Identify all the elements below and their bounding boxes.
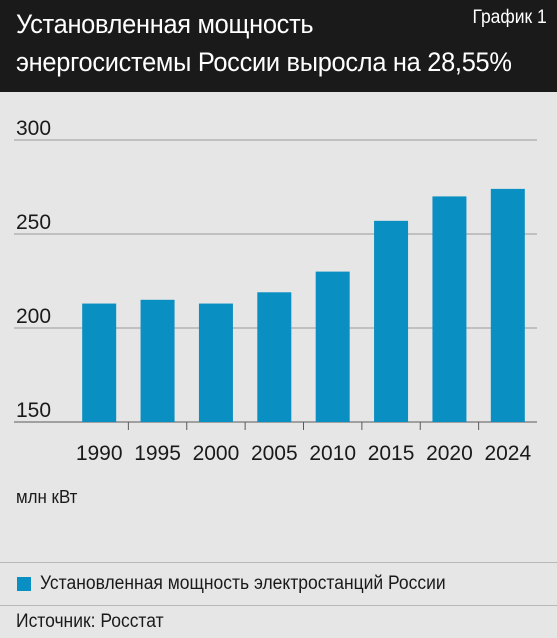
x-tick-label: 1990	[76, 442, 123, 465]
bar-2005	[257, 292, 292, 422]
bar-chart: 150 200 250 300 1990 1995 2000 2005 2010 2015 2020…	[14, 117, 537, 465]
y-tick-label: 250	[16, 211, 51, 234]
legend-swatch	[17, 577, 31, 591]
y-tick-label: 300	[16, 117, 51, 140]
x-tick-label: 2020	[426, 442, 473, 465]
x-tick-label: 2024	[484, 442, 531, 465]
legend: Установленная мощность электростанций Ро…	[0, 562, 557, 606]
x-tick-label: 2015	[368, 442, 415, 465]
chart-number-tag: График 1	[472, 7, 547, 28]
chart-header: Установленная мощность энергосистемы Рос…	[0, 0, 557, 92]
bar-2024	[490, 188, 525, 422]
bar-1990	[82, 303, 117, 422]
bar-2010	[315, 271, 350, 422]
y-tick-label: 150	[16, 399, 51, 422]
x-tick-label: 2000	[193, 442, 240, 465]
y-axis-unit-label: млн кВт	[16, 487, 78, 507]
source-note: Источник: Росстат	[16, 611, 164, 632]
x-tick-label: 2005	[251, 442, 298, 465]
bar-1995	[140, 299, 175, 422]
chart-title-line-1: Установленная мощность	[16, 9, 314, 39]
bar-2015	[374, 220, 409, 422]
bar-2000	[198, 303, 233, 422]
x-tick-label: 1995	[134, 442, 181, 465]
chart-title-line-2: энергосистемы России выросла на 28,55%	[16, 47, 512, 77]
x-tick-label: 2010	[309, 442, 356, 465]
bar-2020	[432, 196, 467, 422]
y-tick-label: 200	[16, 305, 51, 328]
legend-label: Установленная мощность электростанций Ро…	[40, 573, 446, 594]
